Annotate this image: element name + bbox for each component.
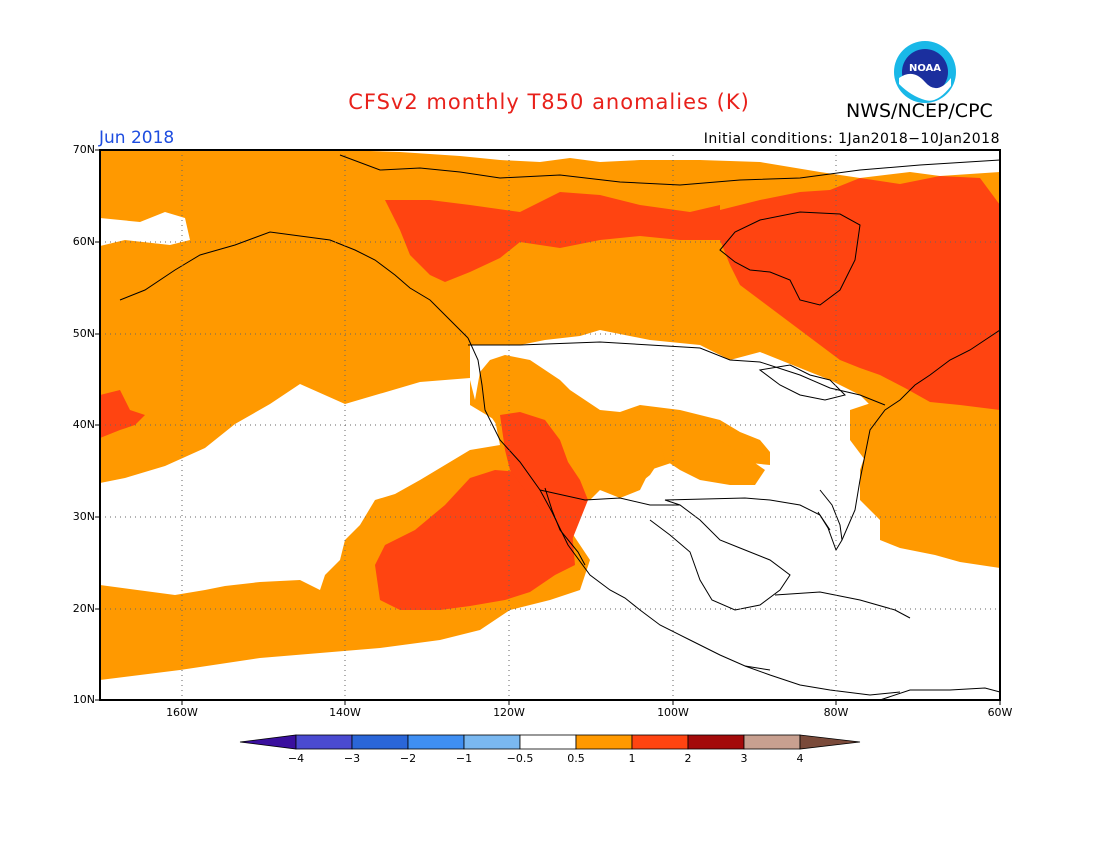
initial-conditions-label: Initial conditions: 1Jan2018−10Jan2018 [703, 131, 1000, 147]
colorbar-swatch-neutral [519, 734, 577, 750]
colorbar [239, 734, 861, 750]
red-region-canada-west [385, 192, 720, 282]
red-region-canada-east [720, 176, 1000, 410]
lat-tick-label: 10N [72, 693, 95, 706]
white-region-pacific [100, 378, 500, 595]
white-region-north-strip [340, 150, 1000, 178]
coastline-alaska [119, 231, 469, 339]
colorbar-swatch-m2-m1 [407, 734, 465, 750]
map-title: CFSv2 monthly T850 anomalies (K) [348, 90, 750, 114]
svg-text:NOAA: NOAA [909, 63, 941, 74]
coastline-arctic [339, 154, 1000, 186]
coastline-central-america [744, 665, 901, 696]
noaa-logo: NOAA [894, 41, 956, 103]
lon-tick-label: 100W [657, 706, 689, 719]
lon-tick-label: 160W [166, 706, 198, 719]
colorbar-swatch-gt-4 [799, 734, 861, 750]
colorbar-label: 1 [628, 752, 636, 765]
coastline-florida [817, 489, 843, 552]
lat-tick-label: 20N [72, 602, 95, 615]
agency-label: NWS/NCEP/CPC [846, 100, 993, 122]
white-region-conus [100, 330, 1000, 700]
coastline-east [841, 329, 1000, 541]
great-lakes [758, 364, 846, 401]
lat-tick-label: 30N [72, 510, 95, 523]
graticule [100, 150, 1000, 700]
coastline-gulf [649, 497, 831, 611]
orange-patch-rockies [490, 368, 660, 495]
colorbar-swatch-m1-m05 [463, 734, 521, 750]
coastline-baja [544, 487, 586, 566]
colorbar-label: −1 [455, 752, 473, 765]
coastlines [119, 154, 1000, 700]
red-region-california [500, 412, 588, 548]
coastline-cuba [774, 591, 911, 619]
coastline-west [467, 337, 771, 671]
coastline-southamerica [879, 687, 1000, 700]
lon-tick-label: 80W [823, 706, 849, 719]
axis-ticks [95, 149, 1001, 705]
border-canada-us [468, 341, 886, 406]
colorbar-swatch-2-3 [687, 734, 745, 750]
coastline-hudson [719, 211, 861, 306]
colorbar-swatch-m3-m2 [351, 734, 409, 750]
red-region-subtropical-pacific [375, 470, 575, 610]
colorbar-label: 3 [740, 752, 748, 765]
anomaly-background [100, 150, 1000, 700]
colorbar-label: −3 [343, 752, 361, 765]
lat-tick-label: 60N [72, 235, 95, 248]
orange-patch-plains [660, 430, 765, 485]
colorbar-swatch-3-4 [743, 734, 801, 750]
map-frame [99, 149, 1001, 701]
colorbar-label: −4 [287, 752, 305, 765]
colorbar-label: 4 [796, 752, 804, 765]
colorbar-label: 0.5 [567, 752, 585, 765]
month-label: Jun 2018 [99, 128, 175, 148]
colorbar-swatch-05-1 [575, 734, 633, 750]
lon-tick-label: 140W [329, 706, 361, 719]
border-us-mexico [539, 489, 680, 506]
colorbar-label: −2 [399, 752, 417, 765]
colorbar-label: −0.5 [506, 752, 534, 765]
lon-tick-label: 60W [987, 706, 1013, 719]
colorbar-swatch-m4-m3 [295, 734, 353, 750]
orange-patch-northeast [850, 400, 900, 460]
white-region-arctic [100, 212, 190, 246]
anomaly-field [100, 150, 1000, 700]
colorbar-swatch-lt-4 [239, 734, 297, 750]
colorbar-swatch-1-2 [631, 734, 689, 750]
red-region-pacific-small [100, 390, 145, 438]
lat-tick-label: 70N [72, 143, 95, 156]
colorbar-label: 2 [684, 752, 692, 765]
lat-tick-label: 50N [72, 327, 95, 340]
lon-tick-label: 120W [493, 706, 525, 719]
lat-tick-label: 40N [72, 418, 95, 431]
